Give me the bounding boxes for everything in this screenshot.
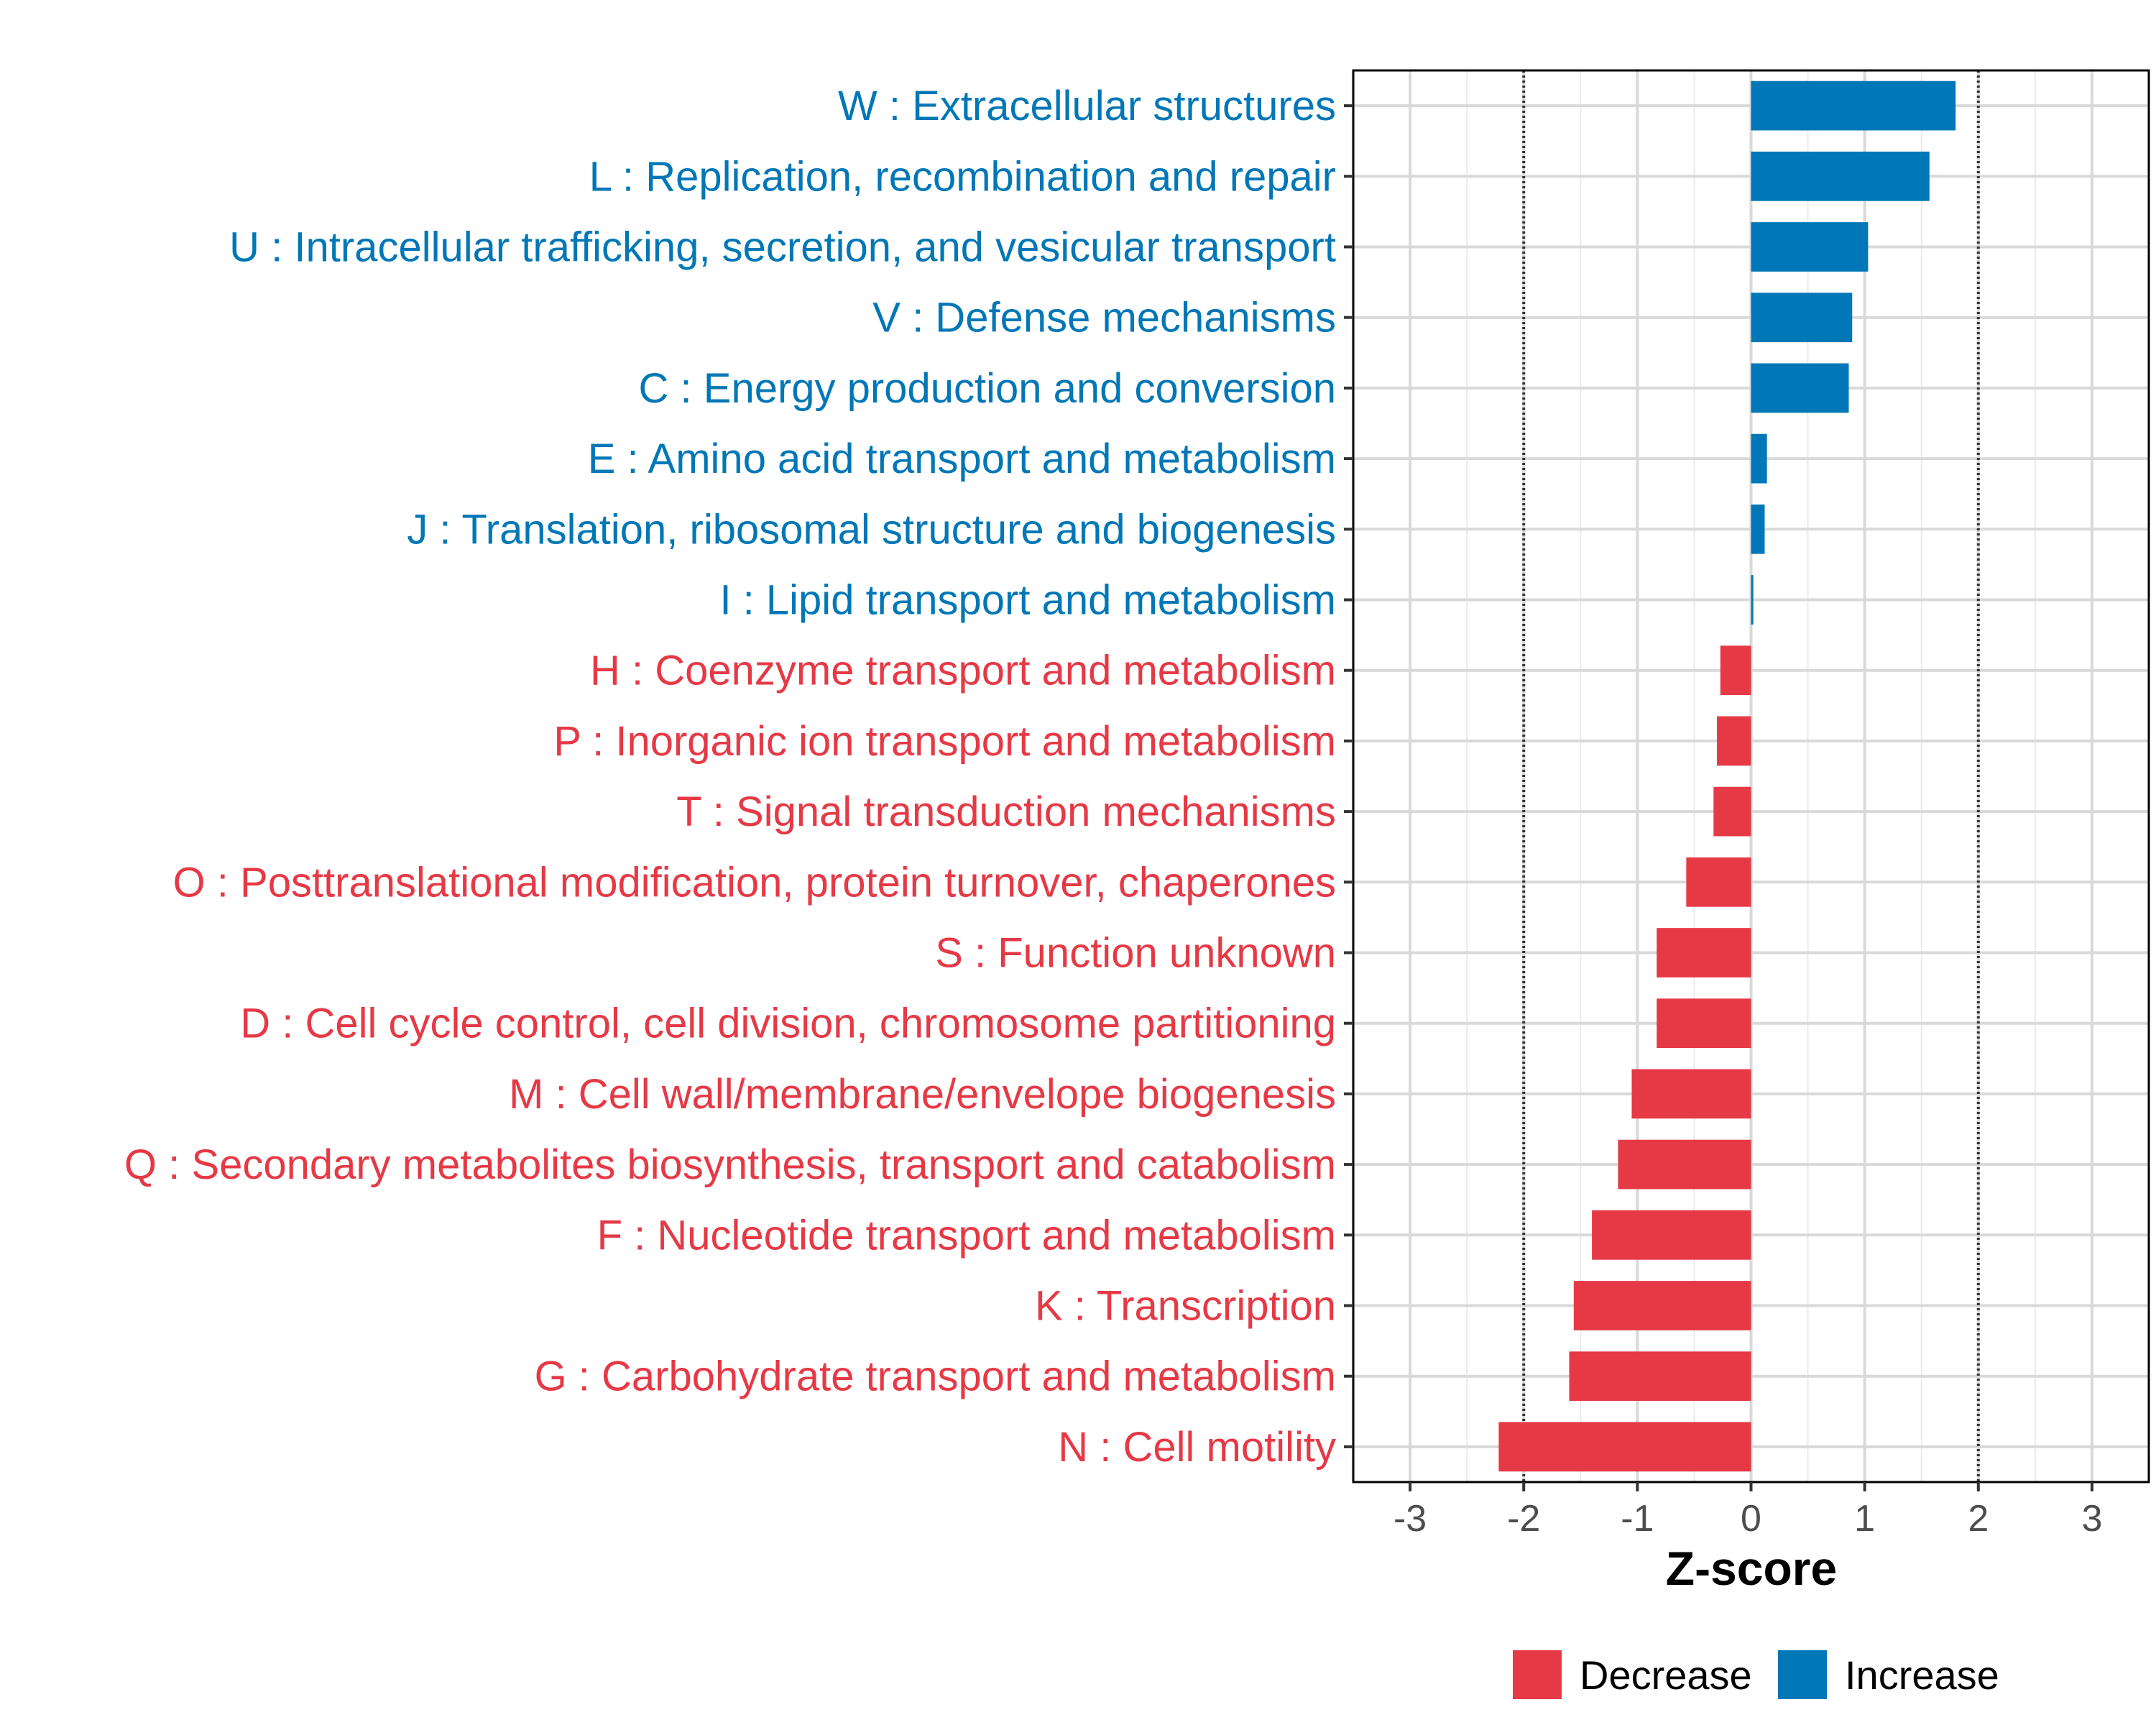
x-tick-label: 0 — [1741, 1498, 1761, 1540]
bar-increase — [1751, 222, 1869, 272]
bar-decrease — [1592, 1210, 1751, 1260]
bar-decrease — [1657, 928, 1751, 978]
x-tick-label: 1 — [1854, 1498, 1875, 1540]
x-tick-label: 2 — [1968, 1498, 1989, 1540]
x-tick-label: -2 — [1507, 1498, 1540, 1540]
bar-decrease — [1618, 1139, 1751, 1190]
legend-key-decrease — [1513, 1650, 1562, 1699]
bar-decrease — [1498, 1422, 1751, 1472]
bar-decrease — [1573, 1281, 1751, 1330]
category-label: D : Cell cycle control, cell division, c… — [240, 1000, 1336, 1047]
legend-key-increase — [1778, 1650, 1827, 1699]
bar-increase — [1751, 575, 1754, 625]
bars — [1498, 80, 1956, 1472]
legend-label-increase: Increase — [1845, 1652, 1999, 1698]
category-label: W : Extracellular structures — [838, 83, 1336, 129]
category-label: F : Nucleotide transport and metabolism — [597, 1212, 1336, 1259]
x-tick-label: 3 — [2081, 1498, 2102, 1540]
bar-decrease — [1686, 857, 1751, 907]
category-label: H : Coenzyme transport and metabolism — [590, 648, 1336, 694]
bar-decrease — [1720, 645, 1751, 696]
category-label: C : Energy production and conversion — [639, 365, 1336, 412]
category-label: S : Function unknown — [935, 930, 1336, 977]
y-axis-ticks — [1344, 104, 1353, 1448]
bar-increase — [1751, 293, 1853, 343]
category-label: U : Intracellular trafficking, secretion… — [229, 224, 1336, 271]
x-tick-label: -1 — [1621, 1498, 1654, 1540]
category-label: M : Cell wall/membrane/envelope biogenes… — [509, 1071, 1336, 1118]
legend: Decrease Increase — [1513, 1650, 1999, 1699]
category-label: Q : Secondary metabolites biosynthesis, … — [124, 1141, 1336, 1188]
grid-lines — [1353, 70, 2150, 1482]
bar-decrease — [1713, 786, 1751, 837]
x-axis-ticks: -3 -2 -1 0 1 2 3 — [1393, 1482, 2102, 1540]
bar-decrease — [1631, 1069, 1751, 1119]
category-label: E : Amino acid transport and metabolism — [588, 436, 1336, 482]
bar-decrease — [1717, 716, 1751, 766]
category-label: T : Signal transduction mechanisms — [676, 788, 1336, 835]
category-label: P : Inorganic ion transport and metaboli… — [553, 718, 1336, 765]
bar-increase — [1751, 151, 1930, 201]
bar-increase — [1751, 80, 1956, 131]
category-label: L : Replication, recombination and repai… — [589, 153, 1336, 200]
category-label: O : Posttranslational modification, prot… — [173, 859, 1336, 906]
category-label: V : Defense mechanisms — [872, 295, 1336, 341]
bar-increase — [1751, 433, 1767, 484]
legend-label-decrease: Decrease — [1580, 1652, 1752, 1698]
x-axis-title: Z-score — [1666, 1542, 1837, 1595]
category-label: G : Carbohydrate transport and metabolis… — [535, 1353, 1336, 1400]
y-axis-category-labels: W : Extracellular structures L : Replicat… — [124, 83, 1336, 1471]
x-tick-label: -3 — [1393, 1498, 1427, 1540]
reference-lines — [1522, 70, 1980, 1482]
category-label: J : Translation, ribosomal structure and… — [407, 506, 1336, 553]
bar-decrease — [1657, 998, 1751, 1049]
category-label: N : Cell motility — [1058, 1424, 1336, 1471]
bar-increase — [1751, 504, 1765, 554]
bar-increase — [1751, 363, 1849, 413]
category-label: K : Transcription — [1035, 1283, 1336, 1330]
bar-decrease — [1569, 1351, 1751, 1402]
category-label: I : Lipid transport and metabolism — [719, 577, 1336, 624]
